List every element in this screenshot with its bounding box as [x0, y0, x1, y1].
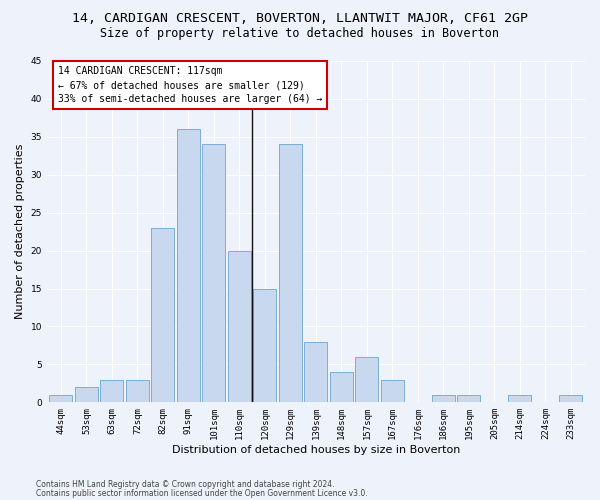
Bar	[432, 394, 455, 402]
Text: 14, CARDIGAN CRESCENT, BOVERTON, LLANTWIT MAJOR, CF61 2GP: 14, CARDIGAN CRESCENT, BOVERTON, LLANTWI…	[72, 12, 528, 26]
Bar	[100, 380, 124, 402]
Bar	[304, 342, 328, 402]
Bar	[49, 394, 73, 402]
Bar	[508, 394, 532, 402]
Bar	[202, 144, 226, 402]
X-axis label: Distribution of detached houses by size in Boverton: Distribution of detached houses by size …	[172, 445, 460, 455]
Bar	[330, 372, 353, 402]
Text: Contains public sector information licensed under the Open Government Licence v3: Contains public sector information licen…	[36, 488, 368, 498]
Bar	[279, 144, 302, 402]
Bar	[253, 288, 277, 403]
Bar	[75, 387, 98, 402]
Bar	[151, 228, 175, 402]
Bar	[126, 380, 149, 402]
Text: Contains HM Land Registry data © Crown copyright and database right 2024.: Contains HM Land Registry data © Crown c…	[36, 480, 335, 489]
Bar	[228, 250, 251, 402]
Text: 14 CARDIGAN CRESCENT: 117sqm
← 67% of detached houses are smaller (129)
33% of s: 14 CARDIGAN CRESCENT: 117sqm ← 67% of de…	[58, 66, 322, 104]
Bar	[457, 394, 481, 402]
Text: Size of property relative to detached houses in Boverton: Size of property relative to detached ho…	[101, 28, 499, 40]
Bar	[177, 130, 200, 402]
Bar	[381, 380, 404, 402]
Y-axis label: Number of detached properties: Number of detached properties	[15, 144, 25, 320]
Bar	[559, 394, 583, 402]
Bar	[355, 357, 379, 403]
